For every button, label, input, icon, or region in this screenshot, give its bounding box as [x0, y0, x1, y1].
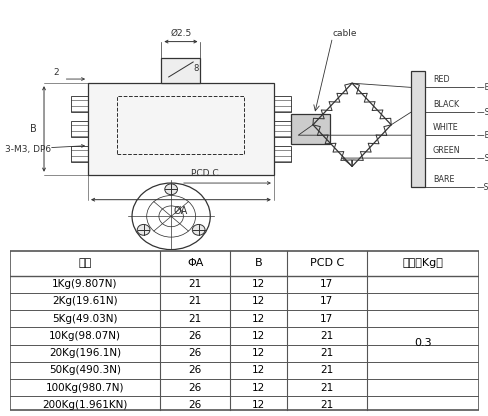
Text: 17: 17 — [319, 314, 333, 324]
Polygon shape — [290, 114, 329, 144]
Text: BLACK: BLACK — [432, 100, 458, 109]
Text: 26: 26 — [188, 383, 202, 393]
Text: Ø2.5: Ø2.5 — [170, 28, 191, 37]
Text: ΦA: ΦA — [186, 258, 203, 268]
Text: cable: cable — [332, 29, 356, 38]
Text: 5Kg(49.03N): 5Kg(49.03N) — [52, 314, 118, 324]
Text: 0.3: 0.3 — [413, 338, 431, 348]
Text: RED: RED — [432, 75, 448, 84]
Text: 3-M3, DP6: 3-M3, DP6 — [5, 145, 51, 154]
Text: 21: 21 — [188, 297, 202, 307]
Polygon shape — [161, 58, 200, 83]
Text: 8: 8 — [193, 64, 198, 73]
Text: BARE: BARE — [432, 175, 453, 184]
Text: 1Kg(9.807N): 1Kg(9.807N) — [52, 279, 118, 289]
Text: PCD C: PCD C — [309, 258, 343, 268]
Text: 2Kg(19.61N): 2Kg(19.61N) — [52, 297, 118, 307]
Text: ØA: ØA — [173, 206, 188, 216]
Text: 2: 2 — [53, 68, 59, 77]
Circle shape — [192, 225, 204, 235]
Text: 10Kg(98.07N): 10Kg(98.07N) — [49, 331, 121, 341]
Polygon shape — [410, 71, 425, 187]
Text: 12: 12 — [251, 297, 264, 307]
Text: WHITE: WHITE — [432, 123, 458, 132]
Text: B: B — [30, 124, 37, 134]
Text: 21: 21 — [188, 314, 202, 324]
Text: B: B — [254, 258, 262, 268]
Text: 21: 21 — [319, 348, 333, 358]
Text: 21: 21 — [319, 331, 333, 341]
Text: 12: 12 — [251, 348, 264, 358]
Text: 12: 12 — [251, 331, 264, 341]
Polygon shape — [88, 83, 273, 175]
Text: 20Kg(196.1N): 20Kg(196.1N) — [49, 348, 121, 358]
Text: 12: 12 — [251, 279, 264, 289]
Text: 26: 26 — [188, 331, 202, 341]
Text: 21: 21 — [319, 383, 333, 393]
Text: 12: 12 — [251, 314, 264, 324]
Text: 21: 21 — [188, 279, 202, 289]
Text: —SHIELD: —SHIELD — [476, 183, 488, 192]
Text: 26: 26 — [188, 348, 202, 358]
Text: —EXC (+): —EXC (+) — [476, 83, 488, 92]
Text: 12: 12 — [251, 383, 264, 393]
Text: 量程: 量程 — [78, 258, 91, 268]
Circle shape — [164, 184, 177, 195]
Text: GREEN: GREEN — [432, 146, 459, 155]
Text: 17: 17 — [319, 279, 333, 289]
Text: 重量（Kg）: 重量（Kg） — [402, 258, 443, 268]
Text: —SIG (+): —SIG (+) — [476, 108, 488, 117]
Text: 21: 21 — [319, 400, 333, 410]
Text: 17: 17 — [319, 297, 333, 307]
Text: 12: 12 — [251, 400, 264, 410]
Text: 26: 26 — [188, 365, 202, 375]
Circle shape — [137, 225, 150, 235]
Text: 200Kg(1.961KN): 200Kg(1.961KN) — [42, 400, 127, 410]
Text: 50Kg(490.3N): 50Kg(490.3N) — [49, 365, 121, 375]
Text: PCD C: PCD C — [190, 169, 218, 178]
Text: 100Kg(980.7N): 100Kg(980.7N) — [45, 383, 124, 393]
Text: 21: 21 — [319, 365, 333, 375]
Text: 12: 12 — [251, 365, 264, 375]
Text: 26: 26 — [188, 400, 202, 410]
Text: —EXC (-): —EXC (-) — [476, 131, 488, 140]
Text: —SIG (-): —SIG (-) — [476, 154, 488, 163]
